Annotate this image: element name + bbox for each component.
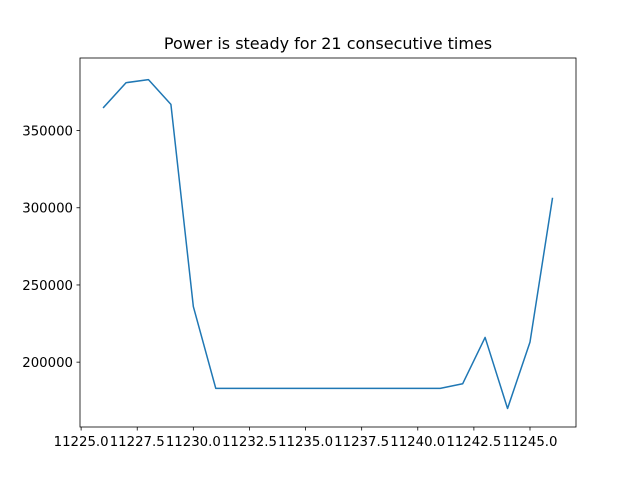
axes-frame — [79, 57, 577, 428]
y-tick-label: 200000 — [22, 356, 73, 371]
y-tick-label: 250000 — [22, 279, 73, 294]
y-tick-label: 350000 — [22, 124, 73, 139]
x-tick-label: 11240.0 — [390, 435, 445, 450]
x-tick-label: 11242.5 — [446, 435, 501, 450]
x-tick-label: 11237.5 — [334, 435, 389, 450]
plot-area: 11225.0 11227.5 11230.0 11232.5 11235.0 11237… — [22, 57, 577, 450]
chart-title: Power is steady for 21 consecutive times — [164, 34, 492, 53]
x-tick-label: 11225.0 — [54, 435, 109, 450]
x-tick-label: 11227.5 — [110, 435, 165, 450]
y-tick-label: 300000 — [22, 202, 73, 217]
x-tick-label: 11232.5 — [222, 435, 277, 450]
x-tick-label: 11230.0 — [166, 435, 221, 450]
x-tick-label: 11235.0 — [278, 435, 333, 450]
x-tick-label: 11245.0 — [502, 435, 557, 450]
series-line-0 — [102, 78, 554, 410]
